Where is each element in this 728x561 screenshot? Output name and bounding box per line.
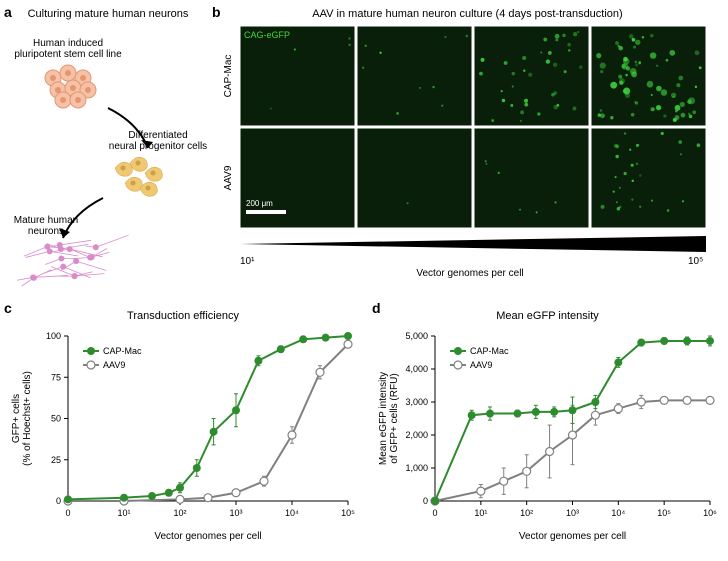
svg-text:Vector genomes per cell: Vector genomes per cell [519,531,626,542]
svg-text:4,000: 4,000 [405,364,428,374]
svg-text:Vector genomes per cell: Vector genomes per cell [154,531,261,542]
panel-d: Mean eGFP intensity 0 1,000 2,000 3,000 4,00… [375,310,720,550]
svg-text:CAP-Mac: CAP-Mac [470,346,509,356]
svg-text:AAV9: AAV9 [103,360,125,370]
panel-c: Transduction efficiency 0 25 50 75 100 0 10¹ 10… [8,310,358,550]
svg-text:10⁴: 10⁴ [285,508,299,518]
svg-text:10³: 10³ [229,508,242,518]
svg-text:0: 0 [56,496,61,506]
svg-text:CAP-Mac: CAP-Mac [223,55,234,98]
svg-text:10¹: 10¹ [117,508,130,518]
svg-text:25: 25 [51,455,61,465]
svg-text:AAV9: AAV9 [223,165,234,190]
svg-text:75: 75 [51,372,61,382]
svg-text:GFP+ cells(% of Hoechst+ cells: GFP+ cells(% of Hoechst+ cells) [11,371,33,466]
figure-container: a Culturing mature human neurons Human i… [0,0,728,561]
panel-a: Culturing mature human neurons Human ind… [8,8,208,288]
progenitor-label: Differentiatedneural progenitor cells [109,130,207,152]
svg-text:10⁵: 10⁵ [657,508,671,518]
svg-text:100: 100 [46,331,61,341]
chart-d: 0 1,000 2,000 3,000 4,000 5,000 0 10¹ 10² 10³ 10⁴ 1… [375,326,720,551]
svg-text:10⁵: 10⁵ [688,256,703,267]
svg-text:10⁵: 10⁵ [341,508,355,518]
svg-text:Mean eGFP intensityof GFP+ cel: Mean eGFP intensityof GFP+ cells (RFU) [378,372,400,465]
svg-text:50: 50 [51,414,61,424]
svg-text:AAV9: AAV9 [470,360,492,370]
svg-text:Vector genomes per cell: Vector genomes per cell [416,268,523,279]
ipsc-label: Human inducedpluripotent stem cell line [14,38,122,60]
svg-text:200 μm: 200 μm [246,199,273,208]
panel-b-title: AAV in mature human neuron culture (4 da… [215,8,720,20]
svg-text:10⁶: 10⁶ [703,508,717,518]
svg-text:CAP-Mac: CAP-Mac [103,346,142,356]
chart-c: 0 25 50 75 100 0 10¹ 10² 10³ 10⁴ 10⁵ GFP+ cells(% o… [8,326,358,551]
svg-text:10²: 10² [173,508,186,518]
micrograph-grid: CAP-Mac AAV9 CAG-eGFP 200 μm 10¹ 10⁵ Vector ge… [215,24,720,279]
panel-b: AAV in mature human neuron culture (4 da… [215,8,720,288]
panel-c-title: Transduction efficiency [8,310,358,322]
svg-text:2,000: 2,000 [405,430,428,440]
svg-text:10³: 10³ [566,508,579,518]
svg-text:1,000: 1,000 [405,463,428,473]
workflow-diagram: Human inducedpluripotent stem cell line … [8,28,208,288]
svg-text:CAG-eGFP: CAG-eGFP [244,30,290,40]
svg-text:5,000: 5,000 [405,331,428,341]
svg-text:0: 0 [432,508,437,518]
svg-text:10¹: 10¹ [240,256,255,267]
panel-d-title: Mean eGFP intensity [375,310,720,322]
svg-text:0: 0 [65,508,70,518]
svg-text:3,000: 3,000 [405,397,428,407]
panel-a-title: Culturing mature human neurons [8,8,208,20]
svg-text:10¹: 10¹ [474,508,487,518]
svg-text:10²: 10² [520,508,533,518]
svg-text:0: 0 [423,496,428,506]
svg-text:10⁴: 10⁴ [611,508,625,518]
